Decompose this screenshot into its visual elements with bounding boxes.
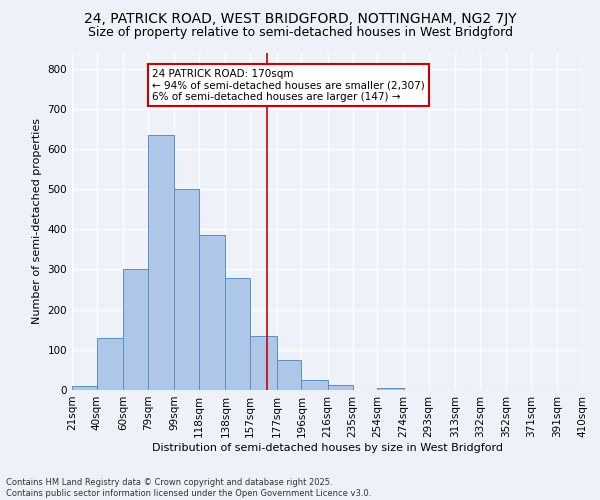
Bar: [377, 388, 404, 390]
Text: 24, PATRICK ROAD, WEST BRIDGFORD, NOTTINGHAM, NG2 7JY: 24, PATRICK ROAD, WEST BRIDGFORD, NOTTIN…: [83, 12, 517, 26]
Bar: [174, 189, 199, 390]
Text: Size of property relative to semi-detached houses in West Bridgford: Size of property relative to semi-detach…: [88, 26, 512, 39]
Y-axis label: Number of semi-detached properties: Number of semi-detached properties: [32, 118, 42, 324]
Bar: [250, 336, 277, 390]
Bar: [226, 278, 250, 390]
Bar: [199, 236, 226, 390]
Bar: [72, 386, 97, 390]
Bar: [328, 385, 353, 390]
Bar: [148, 135, 174, 390]
Bar: [301, 380, 328, 390]
X-axis label: Distribution of semi-detached houses by size in West Bridgford: Distribution of semi-detached houses by …: [151, 442, 503, 452]
Bar: [97, 338, 123, 390]
Bar: [277, 360, 301, 390]
Bar: [123, 270, 148, 390]
Text: 24 PATRICK ROAD: 170sqm
← 94% of semi-detached houses are smaller (2,307)
6% of : 24 PATRICK ROAD: 170sqm ← 94% of semi-de…: [152, 68, 425, 102]
Text: Contains HM Land Registry data © Crown copyright and database right 2025.
Contai: Contains HM Land Registry data © Crown c…: [6, 478, 371, 498]
